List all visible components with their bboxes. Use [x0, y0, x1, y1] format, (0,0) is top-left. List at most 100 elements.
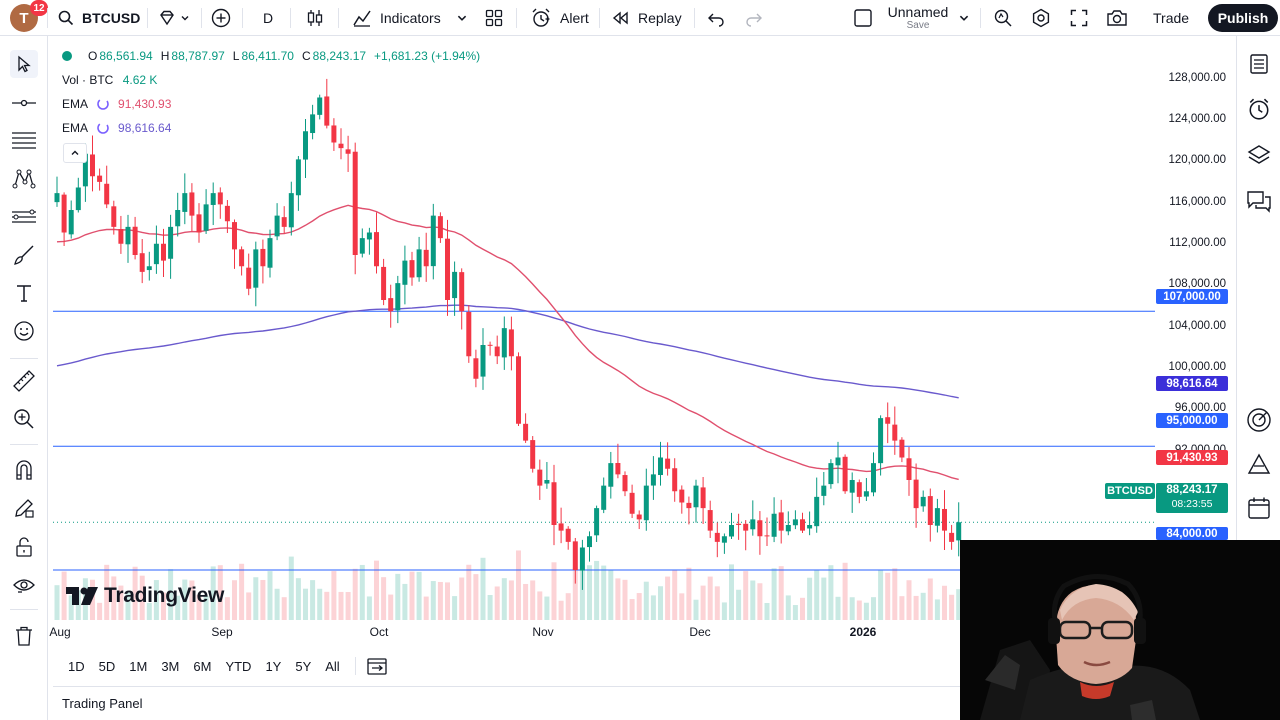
- measure-tool[interactable]: [10, 367, 38, 395]
- chart-type-button[interactable]: [305, 0, 325, 36]
- volume-bar: [487, 595, 493, 620]
- goto-date-icon[interactable]: [366, 656, 388, 676]
- fullscreen-button[interactable]: [1070, 0, 1088, 36]
- volume-bar: [359, 564, 365, 620]
- remove-drawings-tool[interactable]: [10, 622, 38, 650]
- ema-fast-legend[interactable]: EMA 91,430.93: [62, 97, 172, 111]
- presenter-video: [960, 540, 1280, 720]
- volume-bar: [942, 585, 947, 620]
- symbol-name: BTCUSD: [82, 10, 141, 26]
- layout-checkbox[interactable]: [853, 0, 873, 36]
- candle-body: [175, 210, 181, 227]
- brush-tool[interactable]: [10, 241, 38, 269]
- volume-legend[interactable]: Vol · BTC 4.62 K: [62, 73, 158, 87]
- forecasting-tool[interactable]: [10, 203, 38, 231]
- replay-button[interactable]: Replay: [612, 0, 682, 36]
- candle-body: [104, 183, 110, 205]
- candle-body: [892, 424, 898, 441]
- alert-button[interactable]: Alert: [530, 0, 589, 36]
- trend-line-tool[interactable]: [10, 89, 38, 117]
- range-separator: [354, 657, 356, 675]
- emoji-tool[interactable]: [10, 317, 38, 345]
- candle-body: [452, 271, 458, 299]
- ema-slow-legend[interactable]: EMA 98,616.64: [62, 121, 172, 135]
- chats-button[interactable]: [1245, 188, 1273, 216]
- candle-body: [168, 226, 174, 259]
- range-ytd-button[interactable]: YTD: [225, 658, 252, 674]
- candle-body: [487, 344, 493, 346]
- volume-bar: [636, 593, 642, 620]
- price-chart[interactable]: [53, 42, 1236, 627]
- calendar-button[interactable]: [1245, 494, 1273, 522]
- lines-tool[interactable]: [10, 127, 38, 155]
- candle-body: [785, 525, 791, 532]
- loading-spinner-icon: [97, 98, 109, 110]
- date-range-bar: 1D 5D 1M 3M 6M YTD 1Y 5Y All: [53, 652, 388, 680]
- magnet-tool[interactable]: [10, 456, 38, 484]
- interval-button[interactable]: D: [263, 10, 274, 26]
- candle-body: [920, 496, 926, 507]
- redo-button[interactable]: [745, 0, 763, 36]
- pattern-tool[interactable]: [10, 165, 38, 193]
- chart-canvas[interactable]: [53, 42, 1236, 622]
- pine-editor-button[interactable]: [1245, 450, 1273, 478]
- candle-body: [381, 266, 387, 300]
- ideas-button[interactable]: [1245, 406, 1273, 434]
- candle-body: [139, 253, 145, 272]
- calendar-icon: [1248, 497, 1270, 519]
- collapse-legend-button[interactable]: [63, 143, 87, 163]
- range-3m-button[interactable]: 3M: [161, 658, 180, 674]
- volume-bar: [672, 570, 678, 620]
- publish-button[interactable]: Publish: [1208, 4, 1278, 32]
- symbol-search[interactable]: BTCUSD: [58, 0, 140, 36]
- volume-bar: [800, 597, 805, 620]
- trash-icon: [16, 626, 32, 646]
- volume-bar: [437, 581, 443, 620]
- volume-bar: [54, 585, 60, 620]
- volume-bar: [885, 572, 891, 620]
- trade-button[interactable]: Trade: [1153, 10, 1190, 26]
- candle-body: [530, 440, 536, 469]
- candle-body: [281, 217, 287, 227]
- range-1m-button[interactable]: 1M: [129, 658, 148, 674]
- cursor-tool[interactable]: [10, 50, 38, 78]
- keep-drawing-tool[interactable]: [10, 494, 38, 522]
- candle-body: [856, 482, 862, 497]
- triangle-stack-icon: [1247, 453, 1271, 474]
- templates-button[interactable]: [485, 0, 503, 36]
- text-tool[interactable]: [10, 279, 38, 307]
- webcam-overlay: [960, 540, 1280, 720]
- layout-dropdown[interactable]: [958, 0, 970, 36]
- range-5d-button[interactable]: 5D: [98, 658, 116, 674]
- volume-bar: [714, 586, 720, 620]
- alerts-panel-button[interactable]: [1245, 95, 1273, 123]
- volume-bar: [104, 564, 110, 620]
- range-5y-button[interactable]: 5Y: [295, 658, 312, 674]
- range-all-button[interactable]: All: [325, 658, 340, 674]
- volume-bar: [764, 602, 770, 620]
- candle-body: [601, 485, 607, 510]
- price-tick: 128,000.00: [1168, 72, 1226, 84]
- layers-icon: [1247, 145, 1271, 164]
- range-1y-button[interactable]: 1Y: [265, 658, 282, 674]
- compare-button[interactable]: [158, 0, 190, 36]
- lock-drawings-tool[interactable]: [10, 533, 38, 561]
- add-symbol-button[interactable]: [211, 0, 231, 36]
- undo-button[interactable]: [707, 0, 725, 36]
- indicators-button[interactable]: Indicators: [352, 0, 441, 36]
- snapshot-button[interactable]: [1106, 0, 1128, 36]
- settings-button[interactable]: [1031, 0, 1051, 36]
- volume-bar: [345, 591, 351, 620]
- watchlist-button[interactable]: [1245, 50, 1273, 78]
- object-tree-button[interactable]: [1245, 141, 1273, 169]
- ema-fast-value: 91,430.93: [118, 97, 172, 111]
- quick-search-button[interactable]: [993, 0, 1013, 36]
- range-6m-button[interactable]: 6M: [193, 658, 212, 674]
- volume-bar: [388, 594, 394, 620]
- hide-drawings-tool[interactable]: [10, 571, 38, 599]
- indicators-dropdown[interactable]: [456, 0, 468, 36]
- bar-countdown: 08:23:55: [1171, 498, 1213, 510]
- zoom-tool[interactable]: [10, 405, 38, 433]
- layout-name-block[interactable]: Unnamed Save: [882, 4, 954, 31]
- range-1d-button[interactable]: 1D: [68, 658, 85, 674]
